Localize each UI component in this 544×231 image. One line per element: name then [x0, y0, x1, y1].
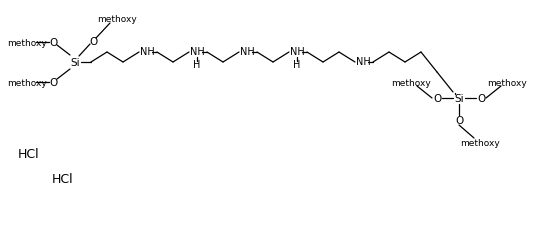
- Text: O: O: [49, 78, 57, 88]
- Text: methoxy: methoxy: [460, 138, 500, 147]
- Text: NH: NH: [289, 47, 305, 57]
- Text: H: H: [293, 60, 301, 70]
- Text: O: O: [89, 37, 97, 47]
- Text: Si: Si: [454, 94, 464, 103]
- Text: O: O: [455, 116, 463, 125]
- Text: O: O: [49, 38, 57, 48]
- Text: NH: NH: [356, 57, 370, 67]
- Text: O: O: [477, 94, 485, 103]
- Text: NH: NH: [190, 47, 205, 57]
- Text: methoxy: methoxy: [97, 15, 137, 24]
- Text: NH: NH: [239, 47, 255, 57]
- Text: HCl: HCl: [18, 148, 40, 161]
- Text: NH: NH: [140, 47, 154, 57]
- Text: methoxy: methoxy: [7, 78, 47, 87]
- Text: methoxy: methoxy: [391, 79, 431, 88]
- Text: HCl: HCl: [52, 173, 73, 186]
- Text: O: O: [433, 94, 441, 103]
- Text: methoxy: methoxy: [487, 79, 527, 88]
- Text: Si: Si: [70, 58, 80, 68]
- Text: methoxy: methoxy: [7, 38, 47, 47]
- Text: H: H: [193, 60, 201, 70]
